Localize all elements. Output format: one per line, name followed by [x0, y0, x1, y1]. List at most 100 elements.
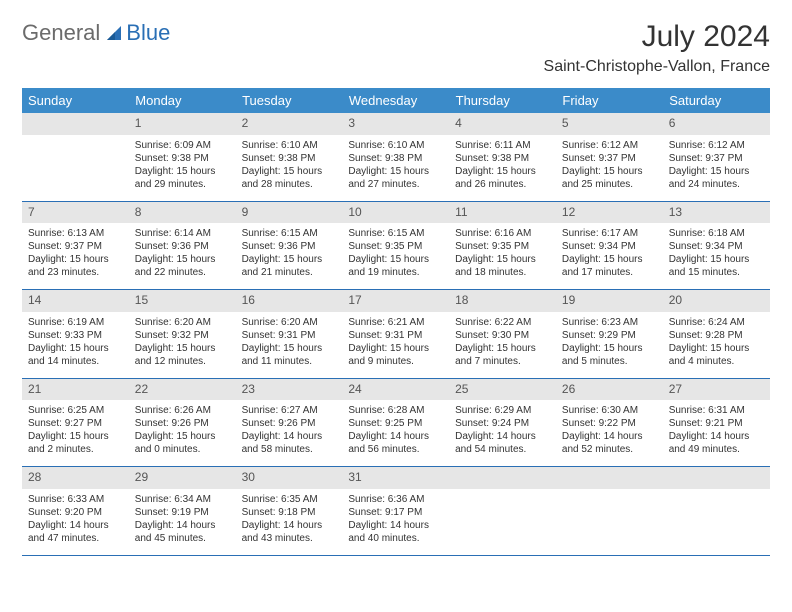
day-info-line: Sunset: 9:26 PM — [135, 417, 230, 430]
day-content-cell: Sunrise: 6:13 AMSunset: 9:37 PMDaylight:… — [22, 223, 129, 290]
day-number-cell: 4 — [449, 113, 556, 135]
day-info-line: Sunset: 9:28 PM — [669, 329, 764, 342]
day-info-line: Sunset: 9:31 PM — [348, 329, 443, 342]
day-content-cell: Sunrise: 6:28 AMSunset: 9:25 PMDaylight:… — [342, 400, 449, 467]
day-content-cell: Sunrise: 6:15 AMSunset: 9:35 PMDaylight:… — [342, 223, 449, 290]
day-info-line: Sunset: 9:24 PM — [455, 417, 550, 430]
day-number-cell: 13 — [663, 201, 770, 223]
day-info-line: Sunset: 9:37 PM — [562, 152, 657, 165]
day-info-line: Daylight: 15 hours and 24 minutes. — [669, 165, 764, 191]
day-content-cell: Sunrise: 6:34 AMSunset: 9:19 PMDaylight:… — [129, 489, 236, 556]
day-number-row: 14151617181920 — [22, 290, 770, 312]
day-info-line: Sunrise: 6:17 AM — [562, 227, 657, 240]
day-info-line: Sunrise: 6:18 AM — [669, 227, 764, 240]
day-content-cell: Sunrise: 6:30 AMSunset: 9:22 PMDaylight:… — [556, 400, 663, 467]
day-info-line: Sunrise: 6:21 AM — [348, 316, 443, 329]
day-info-line: Sunset: 9:32 PM — [135, 329, 230, 342]
day-info-line: Sunset: 9:17 PM — [348, 506, 443, 519]
day-number-cell: 22 — [129, 378, 236, 400]
day-info-line: Sunrise: 6:35 AM — [242, 493, 337, 506]
day-info-line: Daylight: 15 hours and 18 minutes. — [455, 253, 550, 279]
day-info-line: Sunrise: 6:20 AM — [242, 316, 337, 329]
day-info-line: Sunset: 9:36 PM — [242, 240, 337, 253]
page-header: General Blue July 2024 Saint-Christophe-… — [22, 20, 770, 76]
day-number-cell: 20 — [663, 290, 770, 312]
day-content-cell: Sunrise: 6:29 AMSunset: 9:24 PMDaylight:… — [449, 400, 556, 467]
day-number-cell: 9 — [236, 201, 343, 223]
day-content-cell — [449, 489, 556, 556]
day-number-cell: 14 — [22, 290, 129, 312]
day-content-cell: Sunrise: 6:21 AMSunset: 9:31 PMDaylight:… — [342, 312, 449, 379]
day-number-cell: 25 — [449, 378, 556, 400]
day-content-cell: Sunrise: 6:36 AMSunset: 9:17 PMDaylight:… — [342, 489, 449, 556]
day-info-line: Sunset: 9:38 PM — [455, 152, 550, 165]
day-content-row: Sunrise: 6:19 AMSunset: 9:33 PMDaylight:… — [22, 312, 770, 379]
day-info-line: Daylight: 15 hours and 19 minutes. — [348, 253, 443, 279]
location-label: Saint-Christophe-Vallon, France — [544, 58, 770, 76]
day-number-cell: 19 — [556, 290, 663, 312]
day-content-cell: Sunrise: 6:20 AMSunset: 9:31 PMDaylight:… — [236, 312, 343, 379]
day-info-line: Daylight: 15 hours and 23 minutes. — [28, 253, 123, 279]
day-number-cell: 1 — [129, 113, 236, 135]
day-info-line: Sunrise: 6:36 AM — [348, 493, 443, 506]
day-content-cell: Sunrise: 6:12 AMSunset: 9:37 PMDaylight:… — [556, 135, 663, 202]
day-number-row: 21222324252627 — [22, 378, 770, 400]
day-content-cell: Sunrise: 6:10 AMSunset: 9:38 PMDaylight:… — [342, 135, 449, 202]
day-content-row: Sunrise: 6:13 AMSunset: 9:37 PMDaylight:… — [22, 223, 770, 290]
day-info-line: Daylight: 14 hours and 40 minutes. — [348, 519, 443, 545]
day-info-line: Sunrise: 6:34 AM — [135, 493, 230, 506]
day-info-line: Daylight: 15 hours and 11 minutes. — [242, 342, 337, 368]
day-info-line: Sunset: 9:36 PM — [135, 240, 230, 253]
logo-sail-icon — [104, 23, 124, 43]
day-number-cell: 31 — [342, 467, 449, 489]
day-number-cell — [556, 467, 663, 489]
day-number-cell — [22, 113, 129, 135]
day-info-line: Sunset: 9:30 PM — [455, 329, 550, 342]
day-content-cell: Sunrise: 6:22 AMSunset: 9:30 PMDaylight:… — [449, 312, 556, 379]
day-number-cell: 23 — [236, 378, 343, 400]
day-content-cell: Sunrise: 6:31 AMSunset: 9:21 PMDaylight:… — [663, 400, 770, 467]
calendar-table: Sunday Monday Tuesday Wednesday Thursday… — [22, 88, 770, 556]
day-info-line: Sunrise: 6:28 AM — [348, 404, 443, 417]
day-content-cell: Sunrise: 6:15 AMSunset: 9:36 PMDaylight:… — [236, 223, 343, 290]
weekday-header: Thursday — [449, 88, 556, 113]
day-info-line: Daylight: 15 hours and 27 minutes. — [348, 165, 443, 191]
day-info-line: Daylight: 15 hours and 17 minutes. — [562, 253, 657, 279]
day-info-line: Daylight: 15 hours and 15 minutes. — [669, 253, 764, 279]
day-info-line: Sunrise: 6:16 AM — [455, 227, 550, 240]
day-info-line: Sunset: 9:26 PM — [242, 417, 337, 430]
day-number-cell: 16 — [236, 290, 343, 312]
day-number-cell: 12 — [556, 201, 663, 223]
day-info-line: Sunset: 9:18 PM — [242, 506, 337, 519]
day-info-line: Daylight: 15 hours and 29 minutes. — [135, 165, 230, 191]
day-info-line: Sunrise: 6:33 AM — [28, 493, 123, 506]
day-number-cell: 30 — [236, 467, 343, 489]
day-info-line: Sunset: 9:33 PM — [28, 329, 123, 342]
weekday-header: Saturday — [663, 88, 770, 113]
day-info-line: Sunrise: 6:26 AM — [135, 404, 230, 417]
month-title: July 2024 — [544, 20, 770, 54]
day-info-line: Sunset: 9:19 PM — [135, 506, 230, 519]
calendar-body: 123456Sunrise: 6:09 AMSunset: 9:38 PMDay… — [22, 113, 770, 555]
day-info-line: Sunrise: 6:12 AM — [669, 139, 764, 152]
day-number-cell: 29 — [129, 467, 236, 489]
day-info-line: Sunrise: 6:11 AM — [455, 139, 550, 152]
day-content-cell: Sunrise: 6:23 AMSunset: 9:29 PMDaylight:… — [556, 312, 663, 379]
day-content-cell — [556, 489, 663, 556]
day-content-cell: Sunrise: 6:14 AMSunset: 9:36 PMDaylight:… — [129, 223, 236, 290]
day-info-line: Daylight: 14 hours and 52 minutes. — [562, 430, 657, 456]
day-info-line: Sunset: 9:34 PM — [669, 240, 764, 253]
day-info-line: Daylight: 15 hours and 26 minutes. — [455, 165, 550, 191]
weekday-header: Tuesday — [236, 88, 343, 113]
day-content-cell: Sunrise: 6:19 AMSunset: 9:33 PMDaylight:… — [22, 312, 129, 379]
day-info-line: Sunrise: 6:15 AM — [348, 227, 443, 240]
day-info-line: Sunset: 9:38 PM — [135, 152, 230, 165]
title-block: July 2024 Saint-Christophe-Vallon, Franc… — [544, 20, 770, 76]
day-info-line: Sunrise: 6:14 AM — [135, 227, 230, 240]
day-number-cell: 5 — [556, 113, 663, 135]
day-info-line: Sunrise: 6:20 AM — [135, 316, 230, 329]
day-content-cell: Sunrise: 6:17 AMSunset: 9:34 PMDaylight:… — [556, 223, 663, 290]
day-number-cell: 27 — [663, 378, 770, 400]
day-info-line: Sunset: 9:25 PM — [348, 417, 443, 430]
day-info-line: Daylight: 14 hours and 54 minutes. — [455, 430, 550, 456]
